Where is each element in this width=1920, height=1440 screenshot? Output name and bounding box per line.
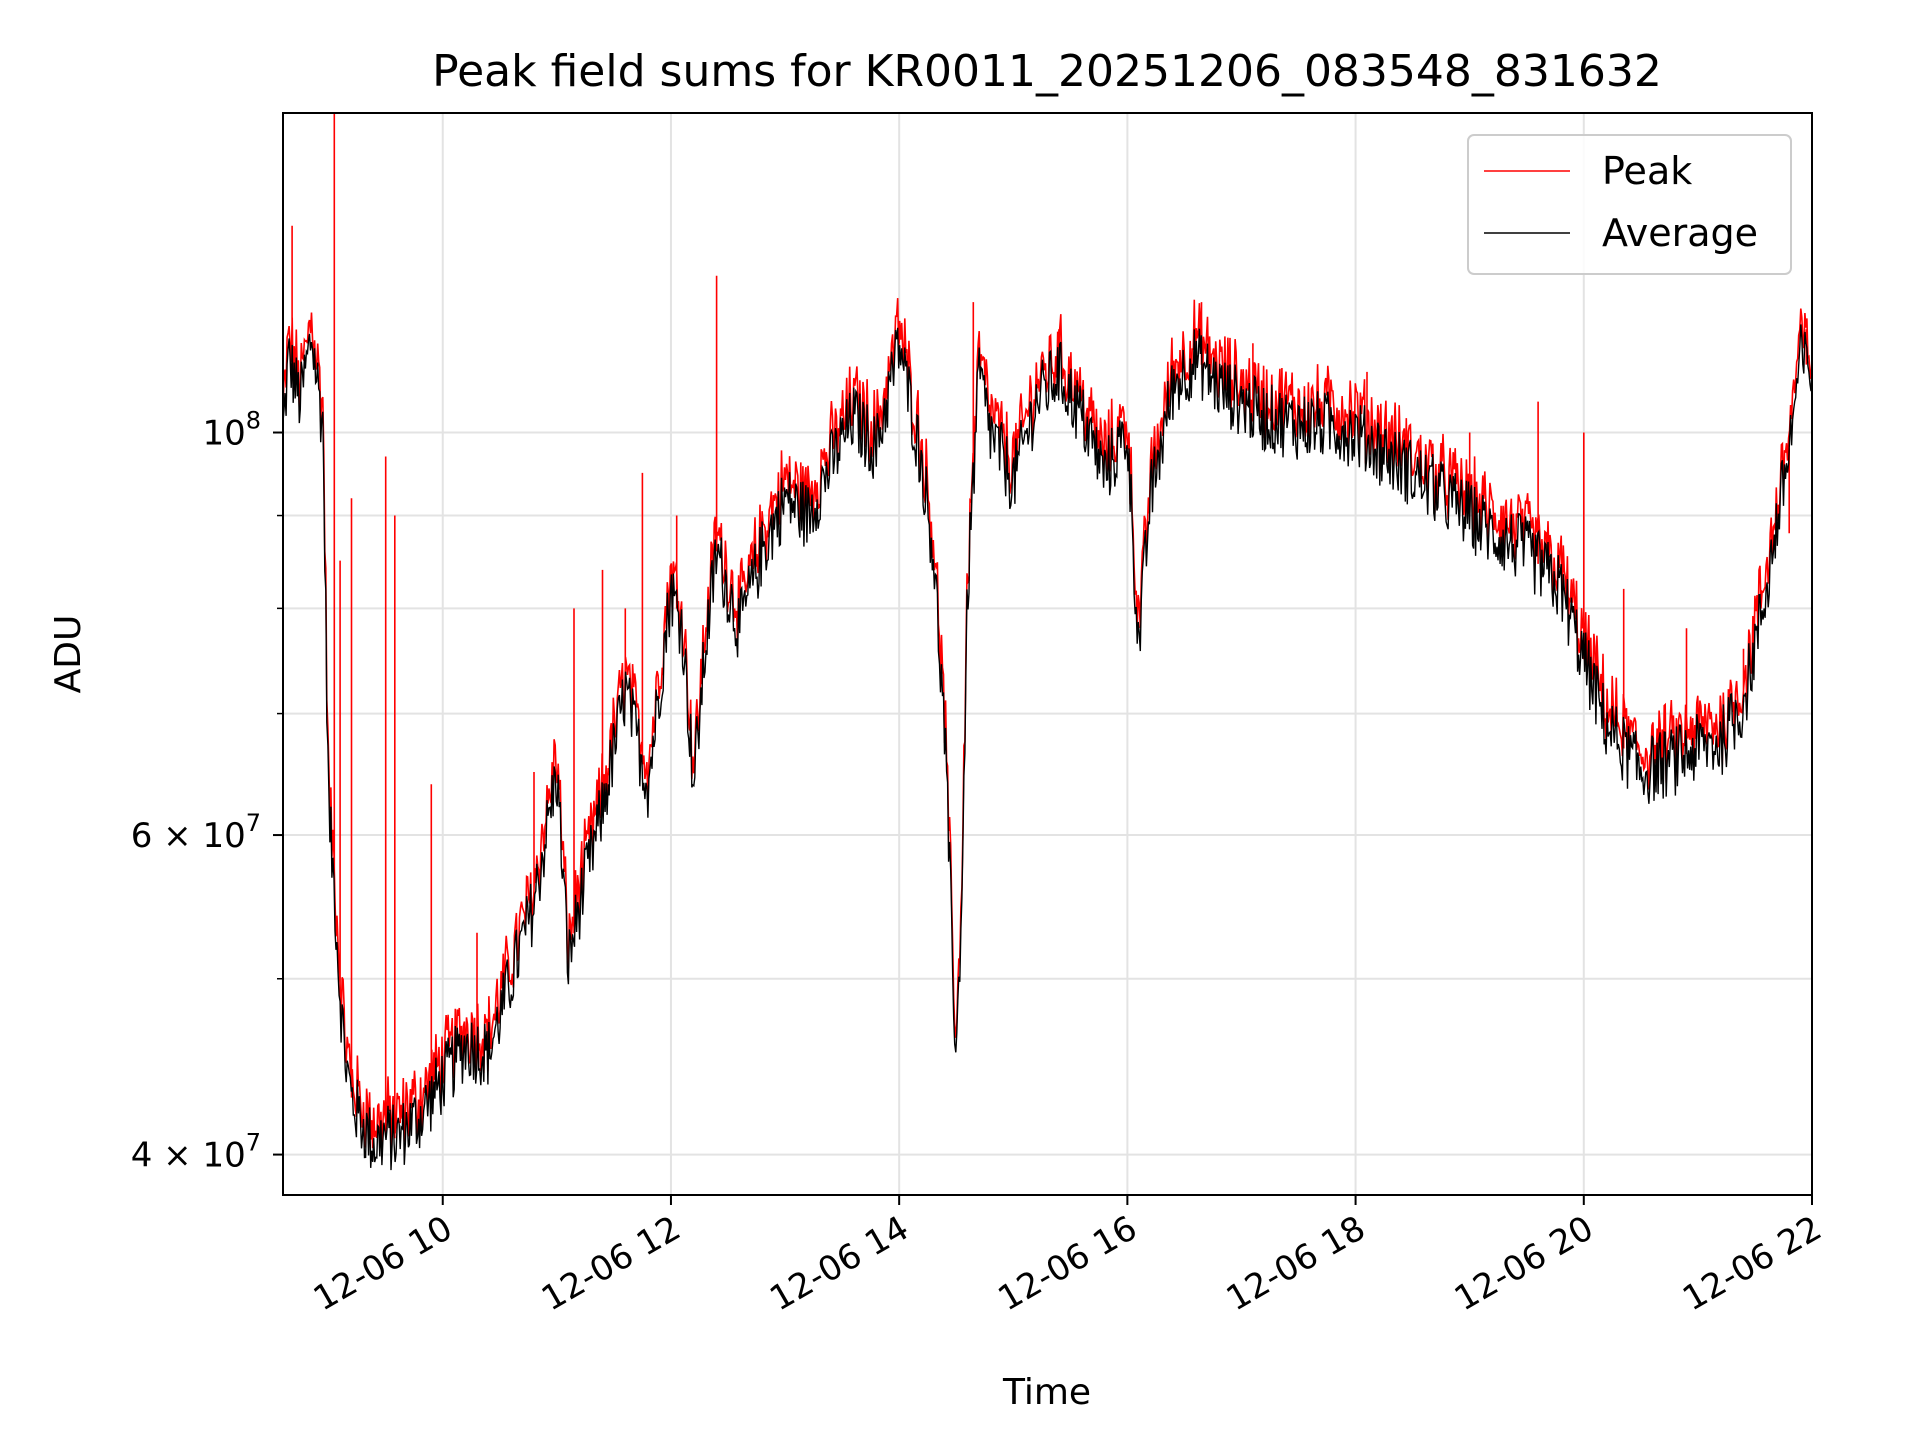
y-tick-exponent: 8 [246,407,261,435]
plot-frame [282,112,1813,1196]
y-tick-base: 4 × 10 [131,1136,246,1176]
y-tick-base: 6 × 10 [131,816,246,856]
x-tick-label: 12-06 16 [991,1208,1143,1319]
x-tick-label: 12-06 18 [1220,1208,1372,1319]
y-tick-label: 6 × 107 [131,809,261,856]
legend: Peak Average [1467,134,1792,275]
y-tick-exponent: 7 [246,1129,261,1157]
y-tick-exponent: 7 [246,809,261,837]
x-axis-label: Time [1002,1372,1091,1413]
chart-title: Peak field sums for KR0011_20251206_0835… [432,46,1662,97]
series-group [283,113,1812,1171]
x-tick-label: 12-06 20 [1448,1208,1600,1319]
x-tick-label: 12-06 12 [535,1208,687,1319]
y-tick-base: 10 [202,414,245,454]
y-axis-label: ADU [48,615,89,694]
legend-box [1467,134,1792,275]
x-tick-label: 12-06 22 [1676,1208,1828,1319]
x-tick-label: 12-06 14 [763,1208,915,1319]
x-tick-label: 12-06 10 [307,1208,459,1319]
y-tick-label: 108 [202,407,261,454]
y-tick-label: 4 × 107 [131,1129,261,1176]
average-series-line [283,324,1812,1171]
peak-series-line [283,113,1812,1153]
legend-average-label: Average [1602,211,1758,255]
legend-peak-label: Peak [1602,149,1692,193]
